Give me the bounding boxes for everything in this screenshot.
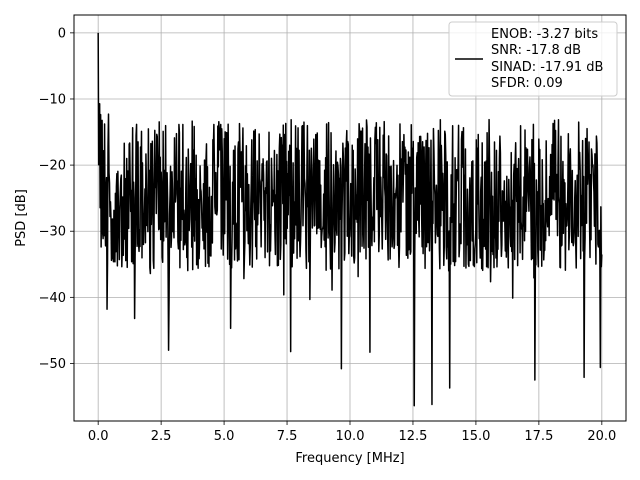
x-axis-ticks: 0.0 2.5 5.0 7.5 10.0 12.5 15.0 17.5 20.0 [88,421,616,444]
y-tick-label: −50 [39,357,66,372]
y-axis-label: PSD [dB] [14,189,29,247]
x-tick-label: 20.0 [587,429,616,444]
y-tick-label: 0 [58,26,66,41]
x-tick-label: 10.0 [336,429,365,444]
x-tick-label: 2.5 [151,429,172,444]
legend-sinad: SINAD: -17.91 dB [491,60,603,75]
x-tick-label: 5.0 [214,429,235,444]
legend: ENOB: -3.27 bits SNR: -17.8 dB SINAD: -1… [448,21,618,97]
x-tick-label: 17.5 [524,429,553,444]
y-tick-label: −10 [39,92,66,107]
x-tick-label: 12.5 [398,429,427,444]
x-axis-label: Frequency [MHz] [295,451,404,466]
y-tick-label: −20 [39,159,66,174]
y-axis-ticks: 0 −10 −20 −30 −40 −50 [39,26,74,372]
legend-box [448,21,618,97]
legend-enob: ENOB: -3.27 bits [491,27,598,42]
x-tick-label: 15.0 [461,429,490,444]
legend-snr: SNR: -17.8 dB [491,43,581,58]
plot-area [97,32,603,407]
y-tick-label: −40 [39,291,66,306]
y-tick-label: −30 [39,225,66,240]
x-tick-label: 7.5 [277,429,298,444]
series-psd-line [97,32,603,407]
legend-sfdr: SFDR: 0.09 [491,76,563,91]
x-tick-label: 0.0 [88,429,109,444]
